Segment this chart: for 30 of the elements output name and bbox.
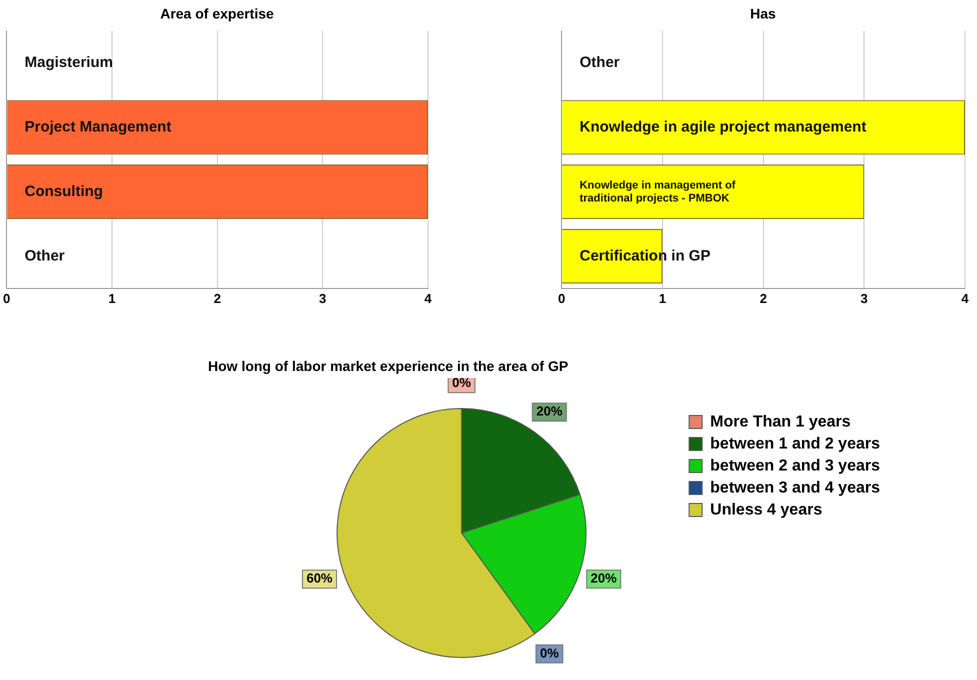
- data-label: 60%: [306, 570, 333, 586]
- y-tick-label: Knowledge in management of traditional projects - PMBOK: [580, 179, 736, 204]
- legend-label: Unless 4 years: [710, 501, 822, 518]
- x-tick-label: 1: [658, 290, 666, 306]
- chart-title: Has: [750, 5, 776, 22]
- y-tick-label: Other: [580, 54, 620, 72]
- y-tick-label: Project Management: [24, 118, 172, 136]
- x-tick-label: 4: [424, 290, 432, 306]
- x-tick-label: 3: [860, 290, 868, 306]
- y-tick-label: Knowledge in agile project management: [580, 118, 866, 136]
- y-tick-label: Consulting: [24, 182, 103, 200]
- legend-label: More Than 1 years: [710, 413, 851, 430]
- chart-title: Area of expertise: [160, 5, 274, 22]
- text: 0%: [452, 375, 471, 390]
- x-tick-label: 4: [961, 290, 970, 306]
- chart-title: How long of labor market experience in the area of GP: [208, 358, 568, 374]
- data-label: 20%: [536, 404, 563, 419]
- text: 0%: [540, 645, 559, 660]
- legend-label: between 3 and 4 years: [710, 479, 880, 496]
- x-tick-label: 1: [108, 290, 116, 306]
- x-tick-label: 0: [3, 290, 10, 306]
- legend-label: between 1 and 2 years: [710, 435, 880, 452]
- x-tick-label: 2: [214, 290, 221, 306]
- x-tick-label: 3: [319, 290, 326, 306]
- x-tick-label: 2: [760, 290, 767, 306]
- x-tick-label: 0: [558, 290, 566, 306]
- legend-label: between 2 and 3 years: [710, 457, 880, 474]
- y-tick-label: Other: [24, 247, 65, 264]
- y-tick-label: Magisterium: [24, 54, 113, 72]
- data-label: 20%: [590, 570, 618, 586]
